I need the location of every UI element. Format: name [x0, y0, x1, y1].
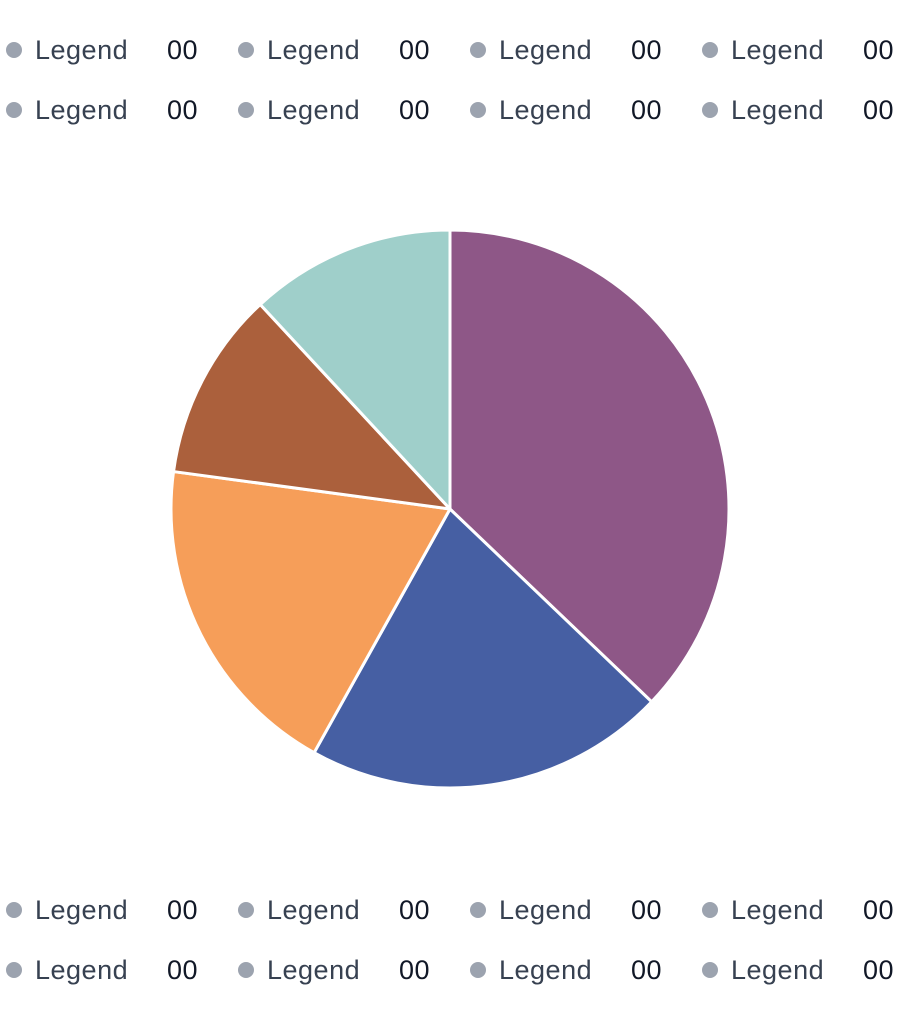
legend-label: Legend — [267, 955, 361, 985]
legend-item: Legend 00 — [696, 940, 902, 1000]
legend-label: Legend — [499, 955, 593, 985]
legend-item: Legend 00 — [464, 80, 696, 140]
legend-value: 00 — [167, 95, 199, 125]
legend-dot-icon — [702, 902, 718, 918]
legend-item: Legend 00 — [696, 80, 902, 140]
legend-label: Legend — [35, 95, 129, 125]
legend-dot-icon — [238, 902, 254, 918]
legend-value: 00 — [167, 955, 199, 985]
legend-dot-icon — [702, 42, 718, 58]
legend-label: Legend — [267, 35, 361, 65]
legend-value: 00 — [863, 955, 895, 985]
legend-value: 00 — [863, 95, 895, 125]
legend-dot-icon — [238, 962, 254, 978]
legend-label: Legend — [35, 955, 129, 985]
legend-item: Legend 00 — [232, 20, 464, 80]
legend-label: Legend — [499, 95, 593, 125]
legend-dot-icon — [470, 42, 486, 58]
legend-dot-icon — [238, 42, 254, 58]
legend-value: 00 — [399, 955, 431, 985]
legend-value: 00 — [863, 895, 895, 925]
legend-dot-icon — [702, 102, 718, 118]
legend-label: Legend — [35, 35, 129, 65]
legend-value: 00 — [631, 95, 663, 125]
pie-slices — [169, 228, 731, 790]
pie-slice-2 — [312, 507, 654, 790]
legend-value: 00 — [631, 35, 663, 65]
legend-value: 00 — [399, 95, 431, 125]
legend-dot-icon — [6, 102, 22, 118]
legend-label: Legend — [499, 35, 593, 65]
legend-value: 00 — [631, 895, 663, 925]
legend-value: 00 — [863, 35, 895, 65]
legend-row: Legend 00 Legend 00 Legend 00 Legend 00 — [0, 940, 902, 1000]
legend-value: 00 — [399, 895, 431, 925]
legend-label: Legend — [267, 95, 361, 125]
pie-slice-1 — [448, 228, 731, 704]
legend-dot-icon — [702, 962, 718, 978]
legend-top: Legend 00 Legend 00 Legend 00 Legend 00 … — [0, 20, 902, 140]
legend-label: Legend — [731, 35, 825, 65]
legend-row: Legend 00 Legend 00 Legend 00 Legend 00 — [0, 20, 902, 80]
legend-dot-icon — [6, 962, 22, 978]
legend-label: Legend — [731, 895, 825, 925]
legend-row: Legend 00 Legend 00 Legend 00 Legend 00 — [0, 80, 902, 140]
legend-item: Legend 00 — [232, 940, 464, 1000]
legend-value: 00 — [167, 35, 199, 65]
legend-row: Legend 00 Legend 00 Legend 00 Legend 00 — [0, 880, 902, 940]
legend-dot-icon — [470, 102, 486, 118]
legend-dot-icon — [470, 902, 486, 918]
legend-label: Legend — [731, 95, 825, 125]
legend-dot-icon — [6, 42, 22, 58]
legend-item: Legend 00 — [0, 940, 232, 1000]
legend-item: Legend 00 — [232, 80, 464, 140]
legend-bottom: Legend 00 Legend 00 Legend 00 Legend 00 … — [0, 880, 902, 1000]
legend-value: 00 — [399, 35, 431, 65]
legend-value: 00 — [167, 895, 199, 925]
legend-label: Legend — [499, 895, 593, 925]
pie-slice-5 — [258, 228, 452, 511]
legend-dot-icon — [238, 102, 254, 118]
legend-item: Legend 00 — [464, 20, 696, 80]
legend-label: Legend — [731, 955, 825, 985]
legend-item: Legend 00 — [0, 80, 232, 140]
legend-label: Legend — [267, 895, 361, 925]
legend-item: Legend 00 — [0, 20, 232, 80]
legend-dot-icon — [6, 902, 22, 918]
legend-item: Legend 00 — [0, 880, 232, 940]
legend-item: Legend 00 — [464, 880, 696, 940]
legend-item: Legend 00 — [232, 880, 464, 940]
legend-dot-icon — [470, 962, 486, 978]
legend-value: 00 — [631, 955, 663, 985]
legend-item: Legend 00 — [696, 880, 902, 940]
legend-item: Legend 00 — [464, 940, 696, 1000]
pie-slice-3 — [169, 470, 452, 755]
legend-item: Legend 00 — [696, 20, 902, 80]
pie-slice-4 — [172, 302, 452, 511]
legend-label: Legend — [35, 895, 129, 925]
